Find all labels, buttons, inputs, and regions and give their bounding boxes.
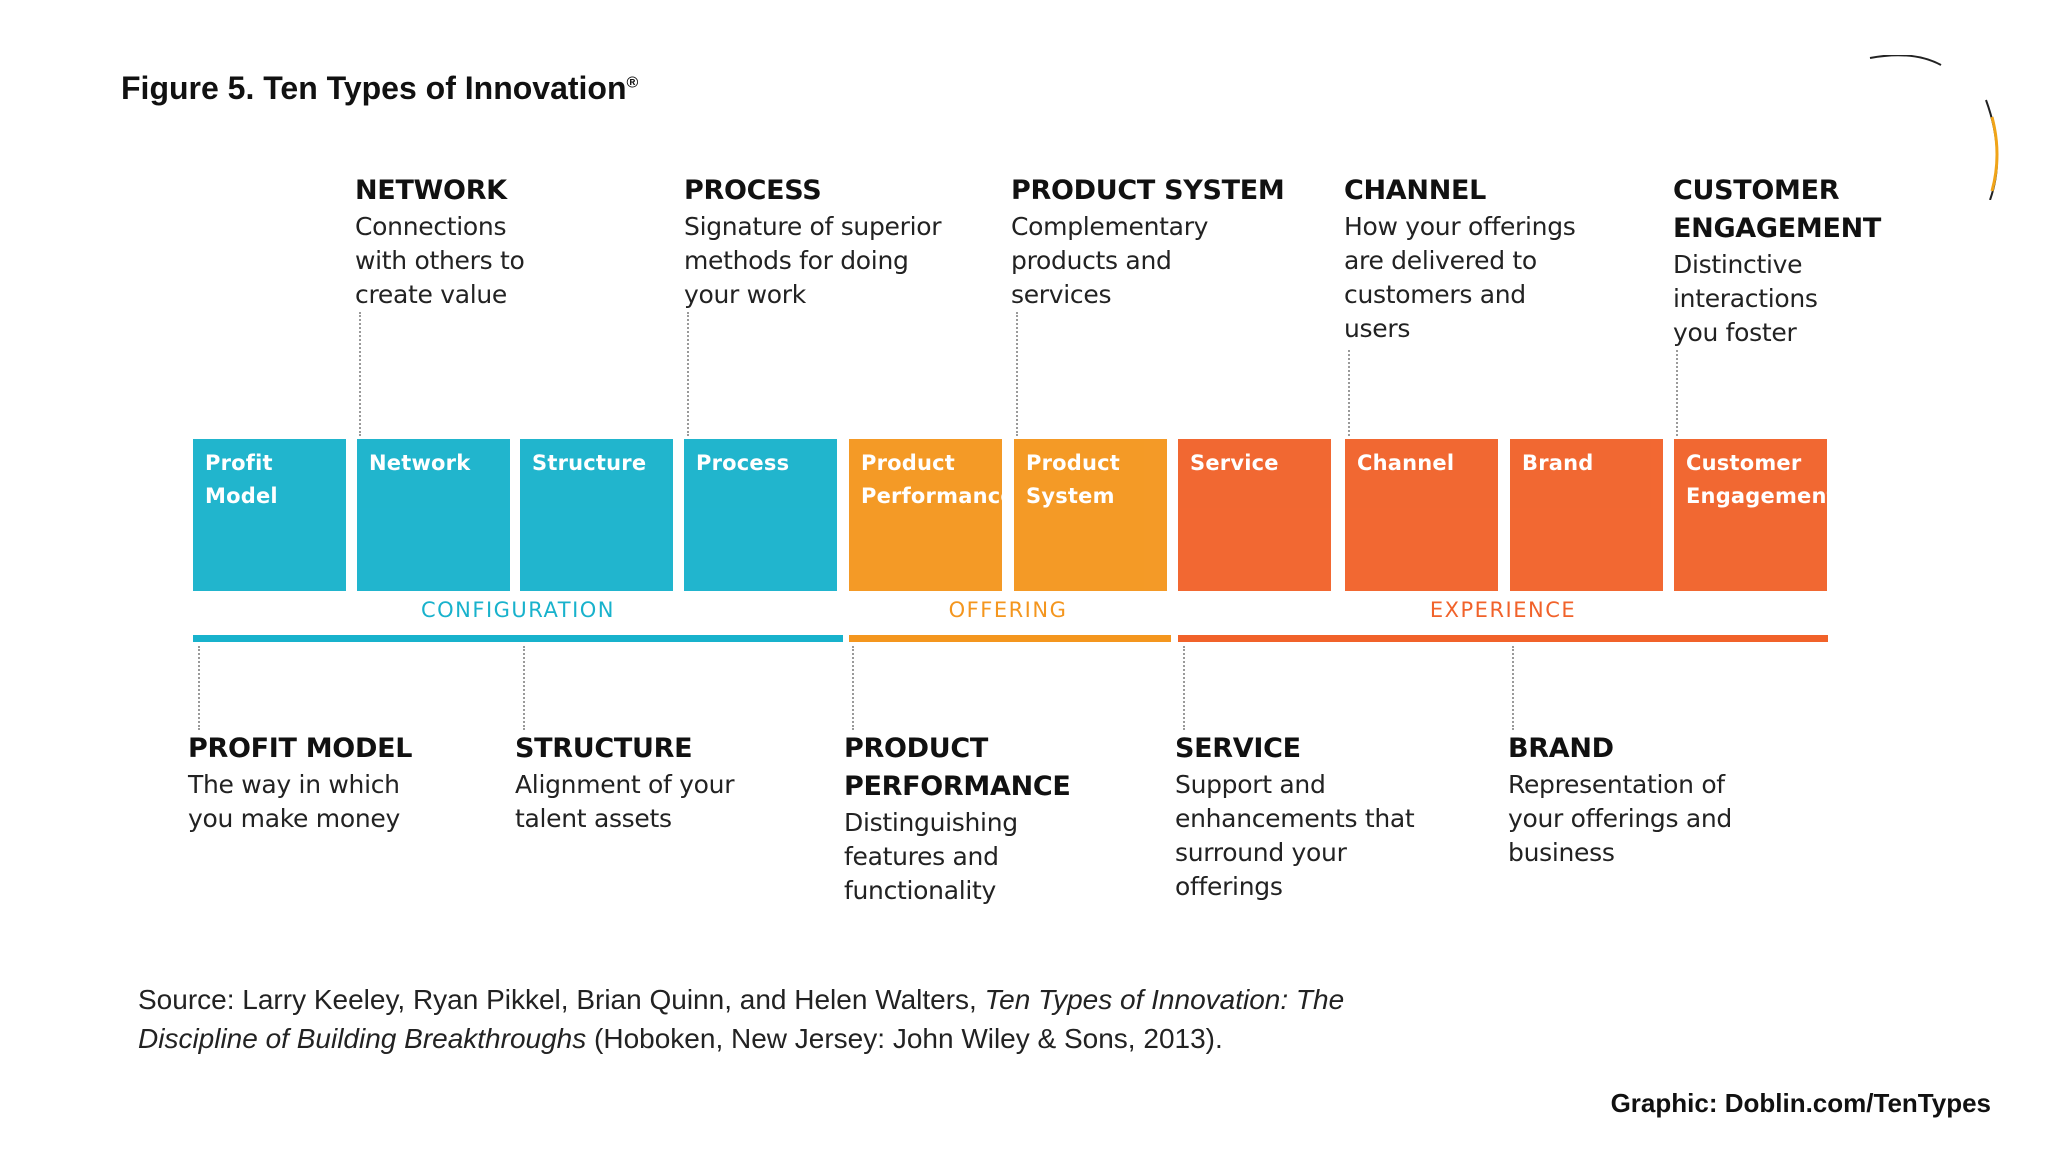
tile-label: Channel: [1357, 451, 1455, 475]
callout-brand: BRAND Representation of your offerings a…: [1508, 730, 1798, 870]
callout-customer-engagement: CUSTOMER ENGAGEMENT Distinctive interact…: [1673, 172, 1882, 350]
callout-product-system: PRODUCT SYSTEM Complementary products an…: [1011, 172, 1301, 312]
group-bar-experience: [1178, 635, 1828, 642]
tile-label: Process: [696, 451, 790, 475]
callout-description: Support and enhancements that surround y…: [1175, 770, 1415, 901]
group-label-configuration: CONFIGURATION: [420, 598, 616, 622]
connector-line: [852, 646, 854, 730]
callout-description: How your offerings are delivered to cust…: [1344, 212, 1576, 343]
source-book-title: Ten Types of Innovation: The Discipline …: [138, 984, 1345, 1054]
tile-label: Structure: [532, 451, 647, 475]
connector-line: [1183, 646, 1185, 730]
callout-channel: CHANNEL How your offerings are delivered…: [1344, 172, 1634, 346]
connector-line: [687, 312, 689, 436]
callout-product-performance: PRODUCT PERFORMANCE Distinguishing featu…: [844, 730, 1084, 908]
connector-line: [1016, 312, 1018, 436]
tile-channel: Channel: [1345, 439, 1498, 591]
connector-line: [198, 646, 200, 730]
callout-description: Representation of your offerings and bus…: [1508, 770, 1732, 867]
tile-network: Network: [357, 439, 510, 591]
group-bar-offering: [849, 635, 1171, 642]
source-prefix: Source: Larry Keeley, Ryan Pikkel, Brian…: [138, 984, 977, 1015]
callout-description: Distinguishing features and functionalit…: [844, 808, 1018, 905]
tile-structure: Structure: [520, 439, 673, 591]
tile-label: Product Performance: [861, 451, 1015, 508]
callout-heading: BRAND: [1508, 733, 1614, 764]
callout-heading: PROCESS: [684, 175, 822, 206]
callout-heading: PRODUCT PERFORMANCE: [844, 733, 1071, 802]
callout-heading: CHANNEL: [1344, 175, 1487, 206]
tile-label: Customer Engagement: [1686, 451, 1837, 508]
connector-line: [359, 312, 361, 436]
callout-structure: STRUCTURE Alignment of your talent asset…: [515, 730, 805, 836]
tile-brand: Brand: [1510, 439, 1663, 591]
callout-heading: NETWORK: [355, 175, 507, 206]
tile-customer-engagement: Customer Engagement: [1674, 439, 1837, 591]
group-label-offering: OFFERING: [948, 598, 1068, 622]
tile-product-performance: Product Performance: [849, 439, 1015, 591]
callout-description: Alignment of your talent assets: [515, 770, 735, 833]
connector-line: [1676, 350, 1678, 436]
group-bar-configuration: [193, 635, 843, 642]
corner-arc-decoration: [1869, 55, 1999, 200]
callout-profit-model: PROFIT MODEL The way in which you make m…: [188, 730, 478, 836]
callout-process: PROCESS Signature of superior methods fo…: [684, 172, 974, 312]
tile-product-system: Product System: [1014, 439, 1167, 591]
tile-label: Product System: [1026, 451, 1121, 508]
tile-label: Service: [1190, 451, 1279, 475]
registered-mark: ®: [626, 74, 639, 92]
tile-process: Process: [684, 439, 837, 591]
graphic-credit: Graphic: Doblin.com/TenTypes: [1610, 1088, 1991, 1118]
callout-description: Signature of superior methods for doing …: [684, 212, 942, 309]
tile-service: Service: [1178, 439, 1331, 591]
figure-title-text: Figure 5. Ten Types of Innovation: [121, 70, 627, 106]
group-label-experience: EXPERIENCE: [1429, 598, 1577, 622]
callout-description: Complementary products and services: [1011, 212, 1209, 309]
callout-description: The way in which you make money: [188, 770, 400, 833]
connector-line: [1348, 350, 1350, 436]
tile-label: Brand: [1522, 451, 1594, 475]
callout-description: Distinctive interactions you foster: [1673, 250, 1818, 347]
connector-line: [1512, 646, 1514, 730]
tile-label: Profit Model: [205, 451, 278, 508]
source-suffix: (Hoboken, New Jersey: John Wiley & Sons,…: [594, 1023, 1223, 1054]
tile-label: Network: [369, 451, 471, 475]
figure-title: Figure 5. Ten Types of Innovation®: [121, 70, 638, 107]
callout-description: Connections with others to create value: [355, 212, 525, 309]
callout-service: SERVICE Support and enhancements that su…: [1175, 730, 1465, 904]
callout-heading: PRODUCT SYSTEM: [1011, 175, 1285, 206]
callout-heading: PROFIT MODEL: [188, 733, 413, 764]
source-citation: Source: Larry Keeley, Ryan Pikkel, Brian…: [138, 980, 1438, 1058]
connector-line: [523, 646, 525, 730]
callout-network: NETWORK Connections with others to creat…: [355, 172, 645, 312]
callout-heading: CUSTOMER ENGAGEMENT: [1673, 175, 1882, 244]
tile-profit-model: Profit Model: [193, 439, 346, 591]
callout-heading: STRUCTURE: [515, 733, 693, 764]
callout-heading: SERVICE: [1175, 733, 1301, 764]
